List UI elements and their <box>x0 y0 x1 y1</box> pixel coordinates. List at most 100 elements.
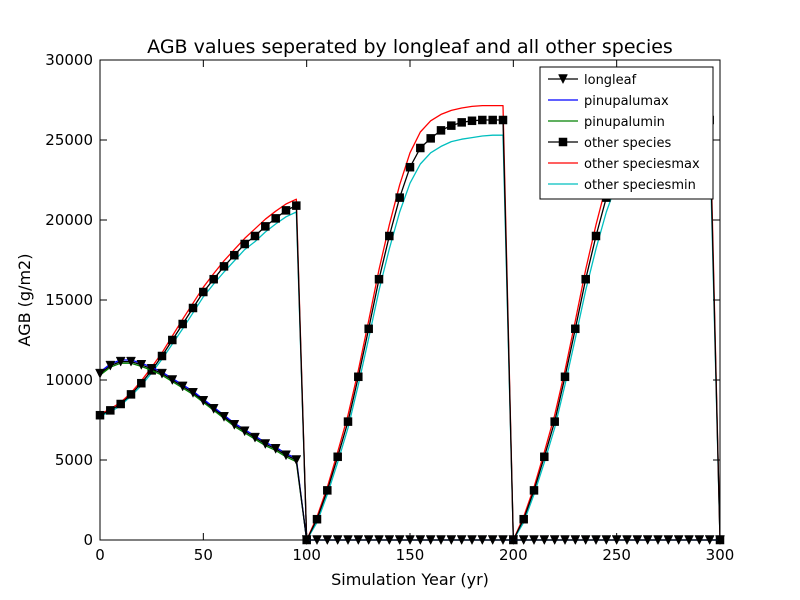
data-point-other-species <box>519 514 528 524</box>
data-point-other-species <box>219 262 229 271</box>
y-tick-label: 20000 <box>45 211 93 229</box>
data-point-longleaf <box>115 356 126 367</box>
data-point-other-species <box>281 206 291 215</box>
data-point-other-species <box>323 486 332 495</box>
data-point-other-species <box>447 121 456 130</box>
data-point-longleaf <box>281 450 291 461</box>
y-tick-label: 15000 <box>45 291 93 309</box>
data-point-longleaf <box>136 360 147 370</box>
data-point-longleaf <box>146 364 157 374</box>
plot-frame <box>99 59 721 541</box>
data-point-other-species <box>116 399 125 409</box>
data-point-other-species <box>137 378 146 388</box>
legend-label: pinupalumin <box>584 115 665 130</box>
axis-ticks: 0 50 100 150 200 250 300 0 5000 10000 15000 20000 25… <box>45 51 734 564</box>
y-tick-label: 30000 <box>45 51 93 69</box>
plot-area <box>95 104 725 546</box>
data-point-other-species <box>488 115 497 125</box>
data-point-other-species <box>374 274 384 284</box>
x-tick-label: 0 <box>95 546 105 564</box>
legend-label: other species <box>584 136 672 151</box>
data-point-longleaf <box>291 455 302 466</box>
data-point-other-species <box>261 222 270 231</box>
x-tick-label: 100 <box>292 546 321 564</box>
x-tick-label: 250 <box>602 546 631 564</box>
data-point-other-species <box>106 406 115 415</box>
legend-label: pinupalumax <box>584 94 669 109</box>
data-point-longleaf <box>208 404 219 414</box>
legend-entry-pinupalumax: pinupalumax <box>548 94 669 109</box>
data-point-other-species <box>529 486 539 495</box>
chart-title: AGB values seperated by longleaf and all… <box>147 36 673 58</box>
data-point-other-species <box>250 231 260 241</box>
data-point-other-species <box>405 162 415 172</box>
legend-entry-other-speciesmin: other speciesmin <box>548 178 696 193</box>
data-point-longleaf <box>270 444 281 454</box>
data-point-other-species <box>457 118 466 127</box>
legend-label: longleaf <box>584 73 637 88</box>
legend-label: other speciesmin <box>584 178 696 193</box>
x-tick-label: 150 <box>396 546 425 564</box>
series-pinupalumin <box>99 362 720 541</box>
data-point-other-species <box>178 319 187 329</box>
legend-entry-other-species: other species <box>548 136 672 151</box>
data-point-other-species <box>364 324 373 334</box>
data-point-other-species <box>426 134 435 143</box>
legend-box <box>539 66 714 200</box>
data-point-other-species <box>292 201 301 210</box>
data-point-longleaf <box>260 439 271 450</box>
data-point-other-species <box>199 287 208 297</box>
series-line-pinupalumin <box>99 362 720 541</box>
legend-entry-pinupalumin: pinupalumin <box>548 115 665 130</box>
data-point-other-species <box>271 214 280 223</box>
data-point-other-species <box>126 390 136 399</box>
x-axis-label: Simulation Year (yr) <box>331 570 489 589</box>
data-point-other-species <box>478 115 487 125</box>
data-point-longleaf <box>250 432 260 443</box>
legend-label: other speciesmax <box>584 157 700 172</box>
data-point-other-species <box>312 514 322 524</box>
data-point-other-species <box>550 417 559 426</box>
data-point-other-species <box>385 231 394 241</box>
series-pinupalumax <box>99 359 720 541</box>
data-point-longleaf <box>219 412 229 422</box>
data-point-longleaf <box>239 426 250 437</box>
data-point-other-species <box>416 143 425 153</box>
y-tick-label: 25000 <box>45 131 93 149</box>
x-tick-label: 50 <box>194 546 213 564</box>
y-tick-label: 5000 <box>55 451 93 469</box>
legend-entry-longleaf: longleaf <box>548 73 637 88</box>
data-point-other-species <box>395 193 404 202</box>
data-point-longleaf <box>229 420 240 430</box>
data-point-other-species <box>540 452 549 462</box>
data-point-other-species <box>188 303 198 313</box>
legend-entry-other-speciesmax: other speciesmax <box>548 157 700 172</box>
x-tick-label: 300 <box>706 546 735 564</box>
data-point-other-species <box>240 239 249 249</box>
data-point-longleaf <box>198 396 209 406</box>
data-point-other-species <box>354 372 363 382</box>
data-point-other-species <box>467 116 477 126</box>
data-point-other-species <box>157 351 167 361</box>
series-line-pinupalumax <box>99 359 720 541</box>
data-point-longleaf <box>188 388 198 398</box>
data-point-other-species <box>581 274 590 284</box>
data-point-longleaf <box>167 375 178 386</box>
data-point-other-species <box>230 250 239 260</box>
y-tick-label: 10000 <box>45 371 93 389</box>
data-point-other-species <box>571 324 580 334</box>
y-tick-label: 0 <box>83 531 93 549</box>
data-point-other-species <box>560 372 570 382</box>
x-tick-label: 200 <box>499 546 528 564</box>
legend-marker <box>558 137 568 147</box>
data-point-longleaf <box>105 360 116 371</box>
data-point-longleaf <box>157 368 167 379</box>
data-point-other-species <box>343 417 353 426</box>
data-point-other-species <box>209 274 218 284</box>
legend: longleaf pinupalumax pinupalumin other spec… <box>539 66 714 200</box>
data-point-other-species <box>168 335 177 345</box>
data-point-longleaf <box>177 381 188 392</box>
data-point-other-species <box>333 452 342 462</box>
data-point-other-species <box>436 126 446 135</box>
